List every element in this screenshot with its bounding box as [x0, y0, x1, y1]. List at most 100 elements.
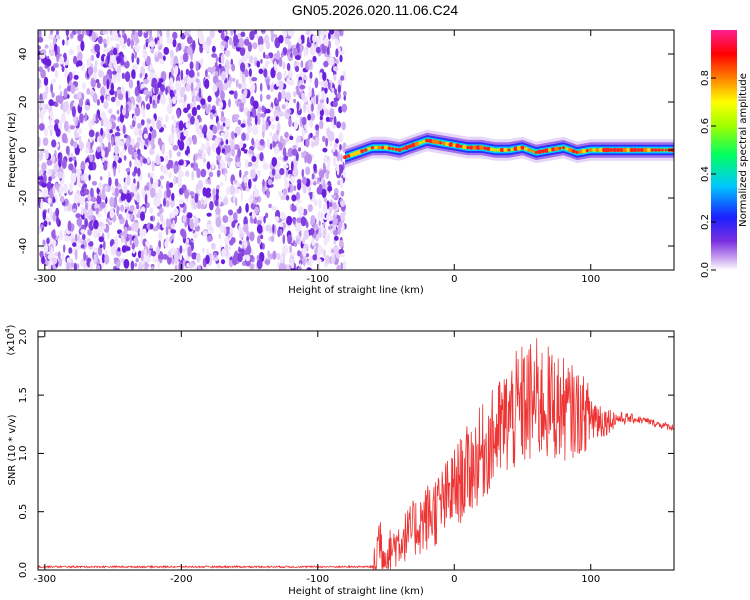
noise-speck — [138, 129, 143, 137]
noise-speck — [339, 239, 344, 249]
noise-speck — [248, 178, 252, 189]
ridge-peak — [609, 148, 614, 152]
noise-speck — [311, 103, 314, 112]
noise-speck — [288, 118, 292, 128]
noise-speck — [48, 51, 54, 56]
noise-speck — [76, 244, 82, 250]
ridge-peak — [585, 149, 589, 153]
noise-speck — [256, 60, 261, 68]
noise-speck — [249, 75, 253, 84]
noise-speck — [133, 166, 138, 174]
noise-speck — [280, 52, 284, 58]
noise-speck — [123, 182, 128, 188]
noise-speck — [169, 97, 173, 108]
noise-speck — [166, 162, 171, 170]
noise-speck — [54, 62, 59, 68]
noise-speck — [175, 46, 179, 53]
noise-speck — [134, 159, 140, 167]
noise-speck — [336, 121, 341, 129]
noise-speck — [249, 263, 255, 270]
noise-speck — [264, 60, 269, 69]
noise-speck — [270, 106, 273, 113]
noise-speck — [315, 124, 320, 131]
noise-speck — [191, 106, 198, 117]
noise-speck — [186, 36, 193, 45]
noise-speck — [192, 40, 196, 51]
noise-speck — [76, 62, 79, 67]
noise-speck — [333, 244, 339, 256]
ridge-peak — [483, 146, 487, 150]
ridge-peak — [605, 147, 611, 153]
noise-speck — [106, 35, 110, 46]
noise-speck — [322, 162, 326, 170]
noise-speck — [313, 198, 318, 207]
noise-speck — [114, 32, 118, 42]
noise-speck — [48, 176, 52, 182]
ridge-peak — [493, 148, 497, 152]
ridge-peak — [554, 146, 559, 151]
noise-speck — [214, 199, 219, 207]
noise-speck — [255, 138, 259, 143]
noise-speck — [172, 31, 178, 40]
noise-speck — [232, 254, 238, 266]
noise-speck — [333, 235, 339, 241]
noise-speck — [184, 189, 190, 199]
noise-speck — [76, 30, 82, 35]
noise-speck — [131, 30, 136, 36]
noise-speck — [283, 155, 289, 161]
noise-speck — [284, 131, 289, 138]
noise-speck — [91, 31, 97, 43]
ridge-peak — [571, 149, 576, 154]
noise-speck — [272, 250, 277, 260]
noise-speck — [323, 222, 326, 227]
noise-speck — [288, 79, 295, 86]
noise-speck — [266, 138, 270, 149]
noise-speck — [130, 182, 136, 194]
noise-speck — [103, 240, 106, 250]
noise-speck — [179, 245, 183, 254]
ridge-peak — [510, 147, 514, 151]
noise-speck — [307, 36, 310, 46]
noise-speck — [233, 90, 238, 100]
noise-speck — [323, 196, 327, 203]
noise-speck — [189, 102, 194, 109]
noise-speck — [155, 246, 160, 256]
colorbar-tick-label: 0.2 — [700, 214, 711, 230]
noise-speck — [312, 254, 318, 261]
ridge-peak — [408, 144, 412, 149]
noise-speck — [125, 90, 129, 102]
noise-speck — [46, 181, 52, 191]
x-tick-label: -200 — [170, 574, 193, 585]
noise-speck — [136, 204, 140, 210]
noise-speck — [169, 89, 174, 98]
noise-speck — [264, 259, 271, 265]
noise-speck — [204, 78, 210, 89]
noise-speck — [303, 76, 308, 81]
colorbar-tick-label: 0.0 — [700, 262, 711, 278]
noise-speck — [114, 187, 119, 198]
noise-speck — [48, 99, 54, 107]
noise-speck — [340, 253, 346, 258]
noise-speck — [311, 173, 315, 180]
noise-speck — [150, 250, 157, 257]
noise-speck — [176, 151, 181, 157]
noise-speck — [312, 181, 317, 186]
noise-speck — [73, 74, 79, 80]
noise-speck — [153, 196, 157, 207]
noise-speck — [125, 219, 128, 227]
noise-speck — [107, 132, 111, 142]
noise-speck — [312, 55, 317, 63]
noise-speck — [337, 84, 342, 94]
noise-speck — [340, 75, 345, 81]
noise-speck — [300, 43, 303, 54]
noise-speck — [64, 235, 70, 242]
noise-speck — [140, 250, 144, 262]
noise-speck — [324, 155, 327, 163]
noise-speck — [256, 112, 262, 119]
noise-speck — [160, 94, 166, 105]
noise-speck — [207, 95, 212, 103]
ridge-peak — [387, 146, 392, 150]
noise-speck — [142, 158, 148, 164]
noise-speck — [140, 233, 143, 243]
noise-speck — [95, 113, 99, 125]
